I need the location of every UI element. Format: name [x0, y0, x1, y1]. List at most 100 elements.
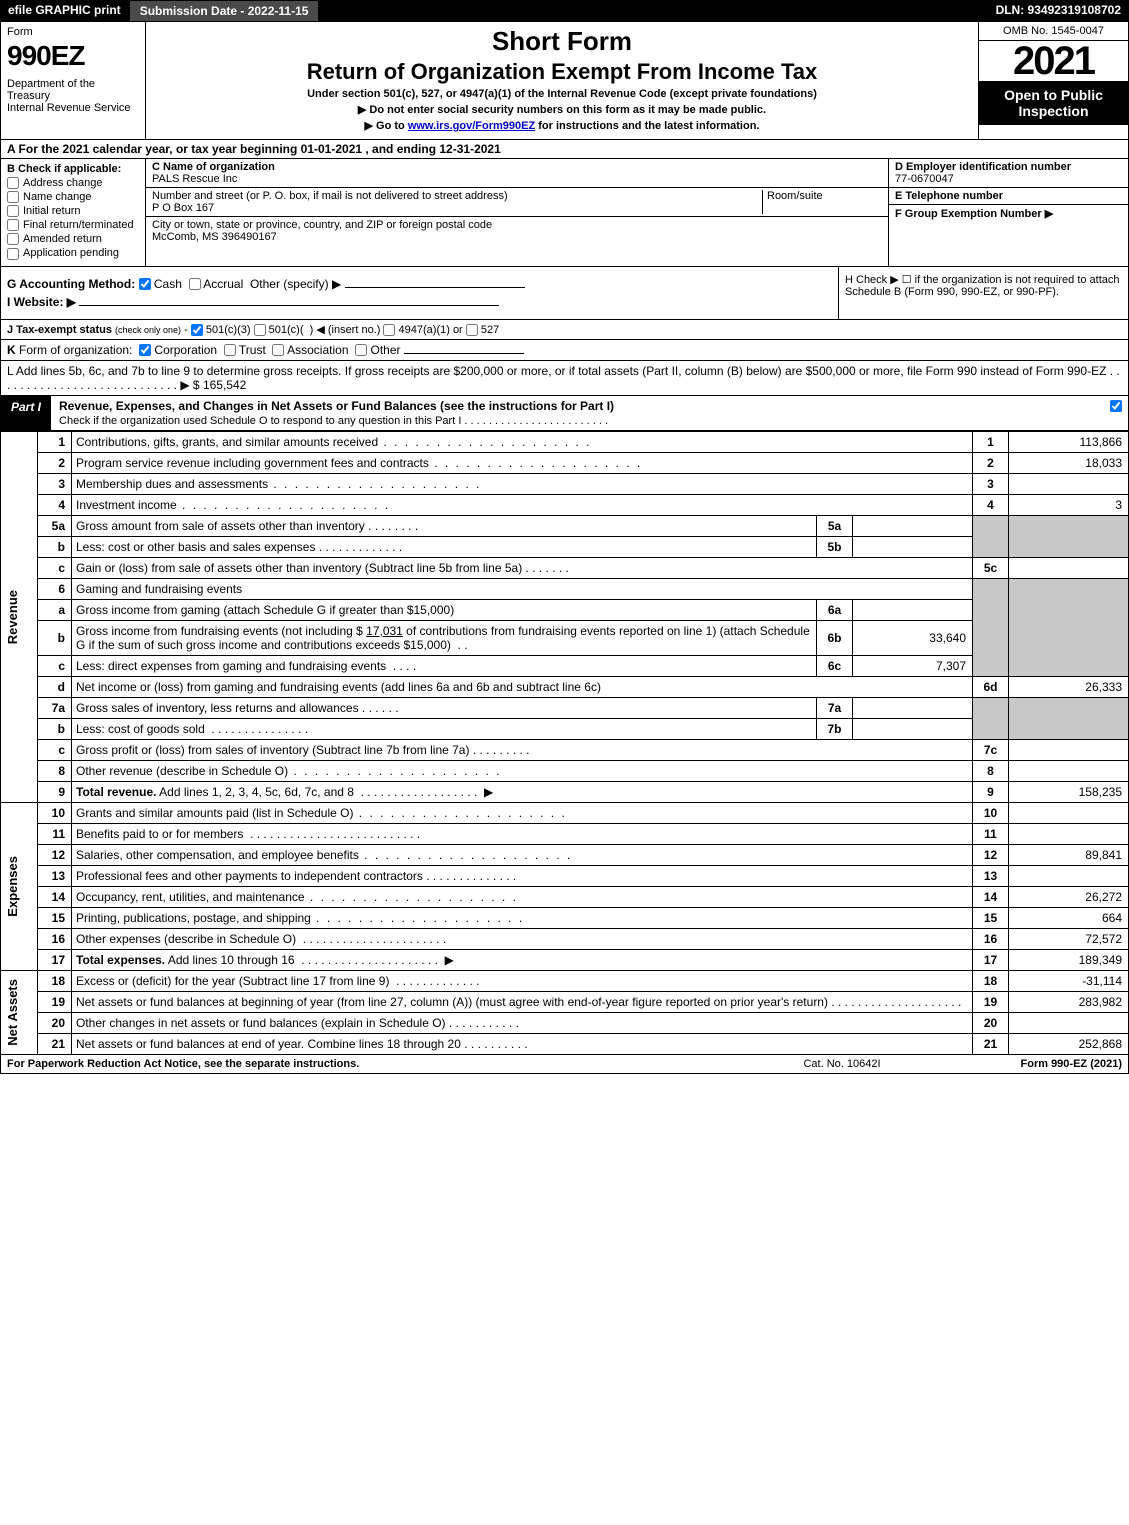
l-value: 165,542 — [203, 378, 246, 392]
irs-label: Internal Revenue Service — [7, 102, 139, 114]
cb-527[interactable] — [466, 324, 478, 336]
line-17-value: 189,349 — [1009, 949, 1129, 970]
part1-title: Revenue, Expenses, and Changes in Net As… — [59, 399, 614, 413]
subtitle-1: Under section 501(c), 527, or 4947(a)(1)… — [156, 88, 968, 100]
cb-amended-return[interactable]: Amended return — [7, 233, 139, 245]
row-ghi: G Accounting Method: Cash Accrual Other … — [0, 267, 1129, 320]
column-def: D Employer identification number 77-0670… — [888, 159, 1128, 266]
line-19: 19 Net assets or fund balances at beginn… — [1, 991, 1129, 1012]
cb-schedule-o[interactable] — [1110, 400, 1122, 412]
section-bcdef: B Check if applicable: Address change Na… — [0, 159, 1129, 267]
line-9: 9 Total revenue. Add lines 1, 2, 3, 4, 5… — [1, 781, 1129, 802]
subtitle-3: ▶ Go to www.irs.gov/Form990EZ for instru… — [156, 119, 968, 132]
goto-post: for instructions and the latest informat… — [535, 120, 759, 132]
revenue-side-label: Revenue — [5, 590, 33, 644]
org-name: PALS Rescue Inc — [152, 173, 882, 185]
line-14: 14 Occupancy, rent, utilities, and maint… — [1, 886, 1129, 907]
h-schedule-b: H Check ▶ ☐ if the organization is not r… — [838, 267, 1128, 319]
header-left: Form 990EZ Department of the Treasury In… — [1, 22, 146, 139]
line-12-value: 89,841 — [1009, 844, 1129, 865]
header-center: Short Form Return of Organization Exempt… — [146, 22, 978, 139]
tax-year: 2021 — [979, 41, 1128, 81]
form-number: 990EZ — [7, 40, 139, 72]
goto-pre: ▶ Go to — [365, 120, 408, 132]
b-label: B Check if applicable: — [7, 163, 139, 175]
line-14-value: 26,272 — [1009, 886, 1129, 907]
cb-501c3[interactable] — [191, 324, 203, 336]
part1-sub: Check if the organization used Schedule … — [59, 415, 608, 427]
line-20: 20 Other changes in net assets or fund b… — [1, 1012, 1129, 1033]
e-phone-label: E Telephone number — [895, 190, 1122, 202]
cb-name-change[interactable]: Name change — [7, 191, 139, 203]
d-ein-label: D Employer identification number — [895, 161, 1122, 173]
expenses-side-label: Expenses — [5, 856, 33, 917]
dln-label: DLN: 93492319108702 — [988, 0, 1129, 22]
cb-corporation[interactable] — [139, 344, 151, 356]
open-to-public: Open to Public Inspection — [979, 81, 1128, 125]
cb-trust[interactable] — [224, 344, 236, 356]
g-accounting-method: G Accounting Method: Cash Accrual Other … — [7, 277, 832, 291]
line-7c: c Gross profit or (loss) from sales of i… — [1, 739, 1129, 760]
city-label: City or town, state or province, country… — [152, 219, 882, 231]
row-a-tax-year: A For the 2021 calendar year, or tax yea… — [0, 140, 1129, 159]
line-4-value: 3 — [1009, 494, 1129, 515]
c-name-label: C Name of organization — [152, 161, 882, 173]
line-15: 15 Printing, publications, postage, and … — [1, 907, 1129, 928]
line-5b: b Less: cost or other basis and sales ex… — [1, 536, 1129, 557]
line-7a: 7a Gross sales of inventory, less return… — [1, 697, 1129, 718]
line-8: 8 Other revenue (describe in Schedule O)… — [1, 760, 1129, 781]
line-2-value: 18,033 — [1009, 452, 1129, 473]
line-6d-value: 26,333 — [1009, 676, 1129, 697]
f-group-label: F Group Exemption Number ▶ — [895, 207, 1122, 220]
line-3: 3 Membership dues and assessments 3 — [1, 473, 1129, 494]
line-5c: c Gain or (loss) from sale of assets oth… — [1, 557, 1129, 578]
row-l-gross-receipts: L Add lines 5b, 6c, and 7b to line 9 to … — [0, 361, 1129, 396]
line-6c: c Less: direct expenses from gaming and … — [1, 655, 1129, 676]
cb-final-return[interactable]: Final return/terminated — [7, 219, 139, 231]
cb-501c[interactable] — [254, 324, 266, 336]
line-17: 17 Total expenses. Add lines 10 through … — [1, 949, 1129, 970]
line-21: 21 Net assets or fund balances at end of… — [1, 1033, 1129, 1054]
line-16: 16 Other expenses (describe in Schedule … — [1, 928, 1129, 949]
street-label: Number and street (or P. O. box, if mail… — [152, 190, 762, 202]
part1-table: Revenue 1 Contributions, gifts, grants, … — [0, 431, 1129, 1055]
header-right: OMB No. 1545-0047 2021 Open to Public In… — [978, 22, 1128, 139]
line-11: 11 Benefits paid to or for members . . .… — [1, 823, 1129, 844]
form-label: Form — [7, 26, 139, 38]
row-k-form-org: K Form of organization: Corporation Trus… — [0, 340, 1129, 361]
main-title: Return of Organization Exempt From Incom… — [156, 59, 968, 85]
room-suite-label: Room/suite — [762, 190, 882, 214]
line-21-value: 252,868 — [1009, 1033, 1129, 1054]
footer-left: For Paperwork Reduction Act Notice, see … — [7, 1058, 742, 1070]
cb-accrual[interactable] — [189, 278, 201, 290]
efile-print-tab[interactable]: efile GRAPHIC print — [0, 0, 129, 22]
cb-address-change[interactable]: Address change — [7, 177, 139, 189]
fundraising-amount: 17,031 — [366, 624, 403, 638]
cb-other[interactable] — [355, 344, 367, 356]
row-j-tax-exempt: J Tax-exempt status (check only one) - 5… — [0, 320, 1129, 340]
cb-4947[interactable] — [383, 324, 395, 336]
line-2: 2 Program service revenue including gove… — [1, 452, 1129, 473]
cb-application-pending[interactable]: Application pending — [7, 247, 139, 259]
footer-catno: Cat. No. 10642I — [742, 1058, 942, 1070]
netassets-side-label: Net Assets — [5, 979, 33, 1046]
page-footer: For Paperwork Reduction Act Notice, see … — [0, 1055, 1129, 1074]
street-value: P O Box 167 — [152, 202, 762, 214]
cb-initial-return[interactable]: Initial return — [7, 205, 139, 217]
line-6c-value: 7,307 — [853, 655, 973, 676]
line-9-value: 158,235 — [1009, 781, 1129, 802]
irs-link[interactable]: www.irs.gov/Form990EZ — [408, 120, 535, 132]
column-b-checkboxes: B Check if applicable: Address change Na… — [1, 159, 146, 266]
short-form-title: Short Form — [156, 26, 968, 57]
line-15-value: 664 — [1009, 907, 1129, 928]
cb-cash[interactable] — [139, 278, 151, 290]
l-text: L Add lines 5b, 6c, and 7b to line 9 to … — [7, 364, 1120, 392]
line-19-value: 283,982 — [1009, 991, 1129, 1012]
line-10: Expenses 10 Grants and similar amounts p… — [1, 802, 1129, 823]
line-18-value: -31,114 — [1009, 970, 1129, 991]
subtitle-2: ▶ Do not enter social security numbers o… — [156, 103, 968, 116]
submission-date-tab: Submission Date - 2022-11-15 — [129, 0, 320, 22]
line-7b: b Less: cost of goods sold . . . . . . .… — [1, 718, 1129, 739]
cb-association[interactable] — [272, 344, 284, 356]
footer-formref: Form 990-EZ (2021) — [942, 1058, 1122, 1070]
